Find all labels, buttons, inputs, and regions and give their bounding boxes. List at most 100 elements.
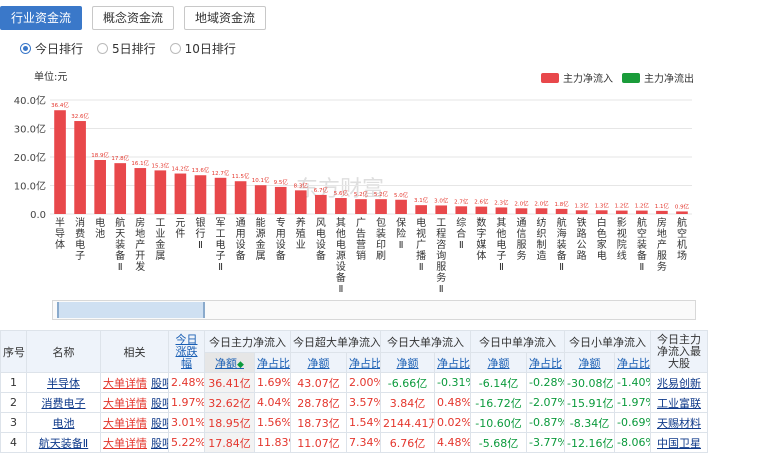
stock-forum-link[interactable]: 股吧 — [151, 436, 168, 450]
row-top-stock-link[interactable]: 天赐材料 — [650, 412, 708, 433]
row-xl-pct: 7.34% — [346, 432, 381, 453]
header-change[interactable]: 今日涨跌幅 — [168, 330, 205, 373]
radio-today[interactable]: 今日排行 — [20, 40, 83, 57]
subheader-xl-amt[interactable]: 净额 — [290, 352, 347, 373]
x-tick-char: 他 — [496, 227, 506, 240]
x-tick-char: 行 — [195, 227, 205, 240]
stock-forum-link[interactable]: 股吧 — [151, 396, 168, 410]
subheader-l-pct[interactable]: 净占比 — [434, 352, 471, 373]
bar-value-label: 13.6亿 — [192, 166, 210, 174]
bar-value-label: 5.6亿 — [334, 189, 349, 197]
x-tick-label: 航海装备 Ⅱ — [557, 216, 567, 273]
x-tick-char: 养 — [296, 216, 306, 229]
x-tick-char: 视 — [617, 227, 627, 240]
x-tick-char: 电 — [336, 238, 346, 251]
bar-value-label: 32.6亿 — [71, 112, 89, 120]
x-tick-label: 元件 — [175, 218, 185, 240]
row-change: 1.97% — [168, 392, 205, 413]
x-tick-char: 印 — [376, 239, 386, 251]
x-tick-char: 业 — [296, 239, 306, 251]
x-tick-label: 铁路公路 — [577, 216, 587, 262]
x-tick-char: 纺 — [537, 216, 547, 229]
x-tick-char: 业 — [155, 228, 165, 240]
x-tick-char: 天 — [115, 229, 125, 240]
bar-value-label: 1.1亿 — [655, 202, 670, 210]
x-tick-char: 空 — [677, 227, 687, 240]
row-top-stock-link[interactable]: 工业富联 — [650, 392, 708, 413]
x-tick-char: 属 — [155, 250, 165, 262]
x-tick-char: 务 — [516, 249, 526, 262]
subheader-s-pct[interactable]: 净占比 — [614, 352, 651, 373]
radio-5day[interactable]: 5日排行 — [97, 40, 156, 57]
bar-value-label: 2.0亿 — [534, 199, 549, 207]
y-tick-label: 30.0亿 — [14, 123, 46, 136]
stock-forum-link[interactable]: 股吧 — [151, 416, 168, 430]
table-row[interactable]: 2消费电子大单详情股吧1.97%32.62亿4.04%28.78亿3.57%3.… — [0, 392, 708, 413]
table-row[interactable]: 1半导体大单详情股吧2.48%36.41亿1.69%43.07亿2.00%-6.… — [0, 372, 708, 393]
row-top-stock-link[interactable]: 兆易创新 — [650, 372, 708, 393]
big-order-detail-link[interactable]: 大单详情 — [103, 396, 147, 410]
big-order-detail-link[interactable]: 大单详情 — [103, 416, 147, 430]
row-top-stock-link[interactable]: 中国卫星 — [650, 432, 708, 453]
row-m-amount: -5.68亿 — [470, 432, 527, 453]
subheader-l-amt[interactable]: 净额 — [380, 352, 435, 373]
x-tick-label: 航空机场 — [677, 216, 687, 262]
row-s-pct: -8.06% — [614, 432, 651, 453]
tab-industry-flow[interactable]: 行业资金流 — [0, 6, 83, 30]
row-name-link[interactable]: 航天装备Ⅱ — [26, 432, 101, 453]
x-tick-char: Ⅱ — [118, 262, 123, 273]
x-tick-char: 铁 — [577, 216, 587, 229]
radio-10day[interactable]: 10日排行 — [169, 40, 236, 57]
radio-selected-icon — [20, 43, 31, 54]
bar — [74, 121, 86, 214]
row-name-link[interactable]: 消费电子 — [26, 392, 101, 413]
x-tick-char: 包 — [376, 216, 386, 229]
bar — [575, 210, 588, 214]
x-tick-char: 场 — [677, 249, 687, 262]
legend-outflow-label[interactable]: 主力净流出 — [644, 72, 694, 85]
header-name: 名称 — [26, 330, 101, 373]
big-order-detail-link[interactable]: 大单详情 — [103, 376, 147, 390]
subheader-main-amt[interactable]: 净额◆ — [204, 352, 255, 373]
x-tick-char: 备 — [637, 249, 647, 262]
x-tick-char: 备 — [557, 249, 567, 262]
chart-range-scrollbar[interactable] — [52, 300, 696, 320]
x-tick-char: 体 — [476, 250, 486, 262]
bar-value-label: 10.1亿 — [252, 176, 270, 184]
bar-value-label: 2.7亿 — [454, 197, 469, 205]
big-order-detail-link[interactable]: 大单详情 — [103, 436, 147, 450]
subheader-m-amt[interactable]: 净额 — [470, 352, 527, 373]
x-tick-label: 通用设备 — [236, 217, 246, 262]
x-tick-char: 航 — [637, 216, 647, 229]
x-tick-char: 务 — [436, 271, 446, 284]
legend-inflow-label[interactable]: 主力净流入 — [563, 72, 613, 85]
stock-forum-link[interactable]: 股吧 — [151, 376, 168, 390]
chart-bars — [54, 110, 688, 214]
x-tick-char: 地 — [657, 227, 667, 240]
header-xl-inflow: 今日超大单净流入 — [290, 330, 381, 353]
x-tick-char: 消 — [75, 216, 85, 229]
subheader-xl-pct[interactable]: 净占比 — [346, 352, 381, 373]
subheader-m-pct[interactable]: 净占比 — [526, 352, 565, 373]
subheader-main-pct[interactable]: 净占比 — [254, 352, 291, 373]
scrollbar-handle[interactable] — [57, 302, 205, 318]
x-tick-char: 元 — [175, 218, 185, 229]
x-tick-char: 专 — [276, 216, 286, 229]
x-tick-char: 源 — [336, 249, 346, 262]
table-row[interactable]: 4航天装备Ⅱ大单详情股吧5.22%17.84亿11.83%11.07亿7.34%… — [0, 432, 708, 453]
tab-region-flow[interactable]: 地域资金流 — [184, 6, 267, 30]
row-name-link[interactable]: 电池 — [26, 412, 101, 433]
table-row[interactable]: 3电池大单详情股吧3.01%18.95亿1.56%18.73亿1.54%2144… — [0, 412, 708, 433]
subheader-s-amt[interactable]: 净额 — [564, 352, 615, 373]
bar — [435, 205, 448, 214]
x-tick-char: Ⅱ — [218, 262, 223, 273]
header-l-inflow: 今日大单净流入 — [380, 330, 471, 353]
x-tick-char: Ⅱ — [399, 240, 404, 251]
tab-concept-flow[interactable]: 概念资金流 — [92, 6, 175, 30]
row-name-link[interactable]: 半导体 — [26, 372, 101, 393]
x-tick-char: 子 — [216, 250, 226, 262]
bar — [54, 110, 66, 214]
ranking-radio-group: 今日排行 5日排行 10日排行 — [20, 40, 250, 57]
row-number: 1 — [0, 372, 27, 393]
